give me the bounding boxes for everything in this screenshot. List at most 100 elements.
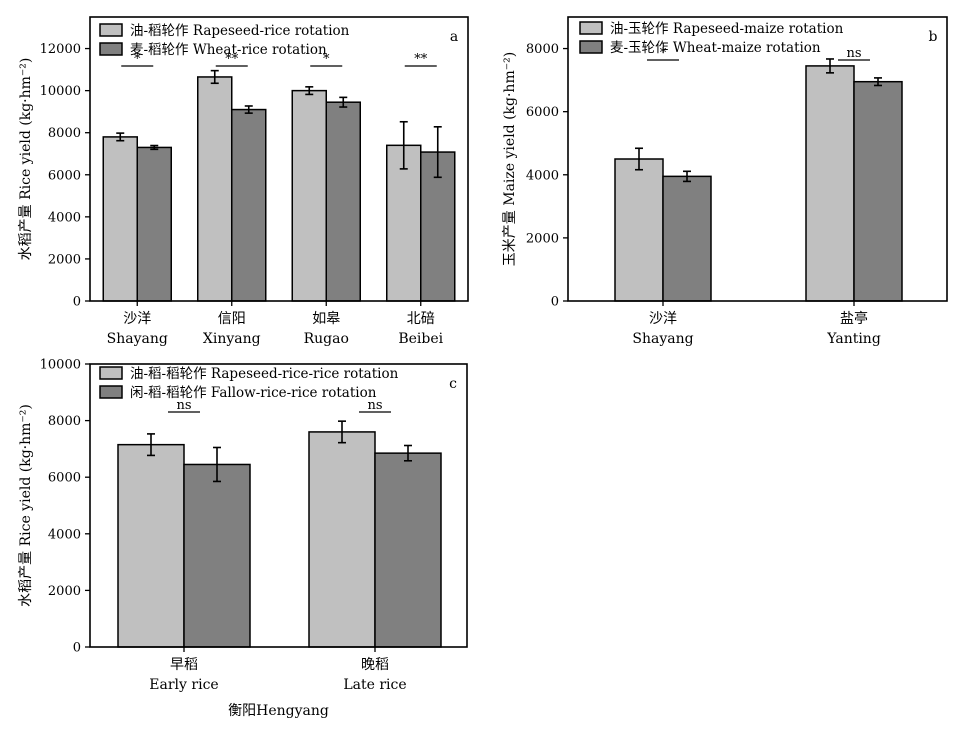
y-tick-label-a: 10000: [40, 84, 81, 99]
panel-a: * 沙洋 Shayang ** 信阳 Xinyang * 如皋 Rugao ** 北碚 Beibei 0…: [18, 16, 469, 347]
plot-frame-b: [567, 16, 948, 302]
error-bar-a-1-s2: [244, 105, 253, 114]
category-label-cn-c-0: 早稻: [170, 657, 198, 673]
category-label-en-b-0: Shayang: [632, 331, 693, 347]
bar-b-1-s2: [853, 80, 903, 302]
category-label-cn-a-0: 沙洋: [123, 311, 151, 327]
legend-label-c-s2: 闲-稻-稻轮作 Fallow-rice-rice rotation: [130, 385, 377, 401]
category-label-en-a-1: Xinyang: [203, 331, 261, 347]
bar-c-1-s1: [308, 431, 376, 648]
bar-c-0-s1: [117, 443, 185, 648]
category-label-en-c-1: Late rice: [343, 677, 406, 693]
significance-label-b-0: *: [660, 46, 667, 61]
y-tick-label-a: 8000: [48, 126, 81, 141]
category-label-en-b-1: Yanting: [826, 331, 881, 347]
panel-c: ns 早稻 Early rice ns 晚稻 Late rice 0 2000 4000 6000…: [18, 358, 468, 719]
category-label-cn-b-1: 盐亭: [840, 310, 868, 327]
error-bar-a-3-s1: [399, 120, 408, 170]
y-tick-label-c: 6000: [48, 471, 81, 486]
panel-label-c: c: [449, 376, 457, 392]
bar-b-0-s1: [614, 158, 664, 302]
legend-a: 油-稻轮作 Rapeseed-rice rotation 麦-稻轮作 Wheat-…: [99, 23, 350, 58]
legend-c: 油-稻-稻轮作 Rapeseed-rice-rice rotation 闲-稻-稻…: [99, 366, 399, 401]
bar-a-2-s2: [325, 101, 361, 302]
significance-a-2: *: [310, 52, 343, 67]
y-tick-label-a: 6000: [48, 168, 81, 183]
error-bar-c-1-s1: [338, 420, 346, 444]
y-tick-label-a: 0: [73, 295, 81, 310]
significance-c-1: ns: [359, 398, 391, 413]
category-label-cn-a-1: 信阳: [218, 311, 246, 327]
legend-label-a-s1: 油-稻轮作 Rapeseed-rice rotation: [130, 23, 350, 39]
significance-label-a-3: **: [414, 52, 428, 67]
error-bar-a-2-s2: [339, 96, 348, 108]
error-bar-a-1-s1: [210, 69, 219, 85]
bar-a-0-s2: [136, 146, 172, 302]
significance-label-a-2: *: [323, 52, 330, 67]
plot-frame-c: [89, 363, 468, 648]
legend-label-b-s1: 油-玉轮作 Rapeseed-maize rotation: [610, 21, 844, 37]
y-tick-label-b: 6000: [526, 105, 559, 120]
legend-b: 油-玉轮作 Rapeseed-maize rotation 麦-玉轮作 Wheat…: [579, 21, 844, 56]
y-tick-label-c: 10000: [40, 358, 81, 373]
category-label-cn-a-2: 如皋: [312, 311, 340, 327]
legend-swatch-a-s1: [99, 23, 123, 37]
legend-label-a-s2: 麦-稻轮作 Wheat-rice rotation: [130, 42, 327, 58]
y-axis-label-a: 水稻产量 Rice yield (kg·hm⁻²): [18, 58, 34, 261]
significance-label-c-1: ns: [367, 398, 382, 413]
error-bar-a-0-s1: [116, 132, 125, 142]
significance-a-1: **: [215, 52, 248, 67]
legend-swatch-b-s2: [579, 40, 603, 54]
category-label-en-a-2: Rugao: [304, 331, 349, 347]
significance-a-0: *: [121, 52, 154, 67]
y-tick-label-c: 2000: [48, 584, 81, 599]
panel-label-b: b: [929, 29, 938, 45]
legend-swatch-c-s1: [99, 366, 123, 380]
y-tick-label-c: 0: [73, 641, 81, 656]
error-bar-b-1-s2: [874, 77, 882, 87]
bar-a-0-s1: [102, 136, 138, 302]
error-bar-b-1-s1: [826, 58, 834, 74]
y-tick-label-b: 2000: [526, 231, 559, 246]
y-tick-label-c: 4000: [48, 527, 81, 542]
y-tick-label-c: 8000: [48, 414, 81, 429]
significance-b-1: ns: [838, 46, 870, 61]
plot-frame-a: [89, 16, 469, 302]
bar-b-1-s1: [805, 65, 855, 302]
category-label-en-a-0: Shayang: [107, 331, 168, 347]
category-label-cn-c-1: 晚稻: [361, 657, 389, 673]
significance-b-0: *: [647, 46, 679, 61]
bar-a-1-s2: [231, 108, 267, 302]
category-label-en-c-0: Early rice: [149, 677, 218, 693]
error-bar-a-3-s2: [433, 126, 442, 179]
y-tick-label-a: 12000: [40, 42, 81, 57]
y-tick-label-b: 0: [551, 295, 559, 310]
legend-swatch-c-s2: [99, 385, 123, 399]
y-tick-label-b: 8000: [526, 42, 559, 57]
panel-b: * 沙洋 Shayang ns 盐亭 Yanting 0 2000 4000 6000 8000 玉米…: [502, 16, 948, 347]
error-bar-c-1-s2: [404, 444, 412, 462]
significance-label-a-1: **: [225, 52, 239, 67]
significance-label-a-0: *: [134, 52, 141, 67]
error-bar-c-0-s1: [147, 433, 155, 457]
legend-swatch-b-s1: [579, 21, 603, 35]
bar-a-2-s1: [291, 89, 327, 302]
error-bar-a-2-s1: [305, 86, 314, 96]
legend-swatch-a-s2: [99, 42, 123, 56]
error-bar-a-0-s2: [150, 144, 159, 151]
error-bar-b-0-s1: [635, 147, 643, 171]
y-tick-label-a: 4000: [48, 210, 81, 225]
bar-c-0-s2: [183, 463, 251, 648]
category-label-cn-b-0: 沙洋: [649, 311, 677, 327]
category-label-en-a-3: Beibei: [398, 331, 443, 347]
bar-c-1-s2: [374, 452, 442, 648]
panel-label-a: a: [450, 29, 458, 45]
x-axis-label-c: 衡阳Hengyang: [228, 703, 329, 719]
y-tick-label-a: 2000: [48, 252, 81, 267]
y-axis-label-c: 水稻产量 Rice yield (kg·hm⁻²): [18, 404, 34, 607]
significance-a-3: **: [404, 52, 437, 67]
significance-label-c-0: ns: [176, 398, 191, 413]
significance-c-0: ns: [168, 398, 200, 413]
bar-a-1-s1: [197, 76, 233, 302]
